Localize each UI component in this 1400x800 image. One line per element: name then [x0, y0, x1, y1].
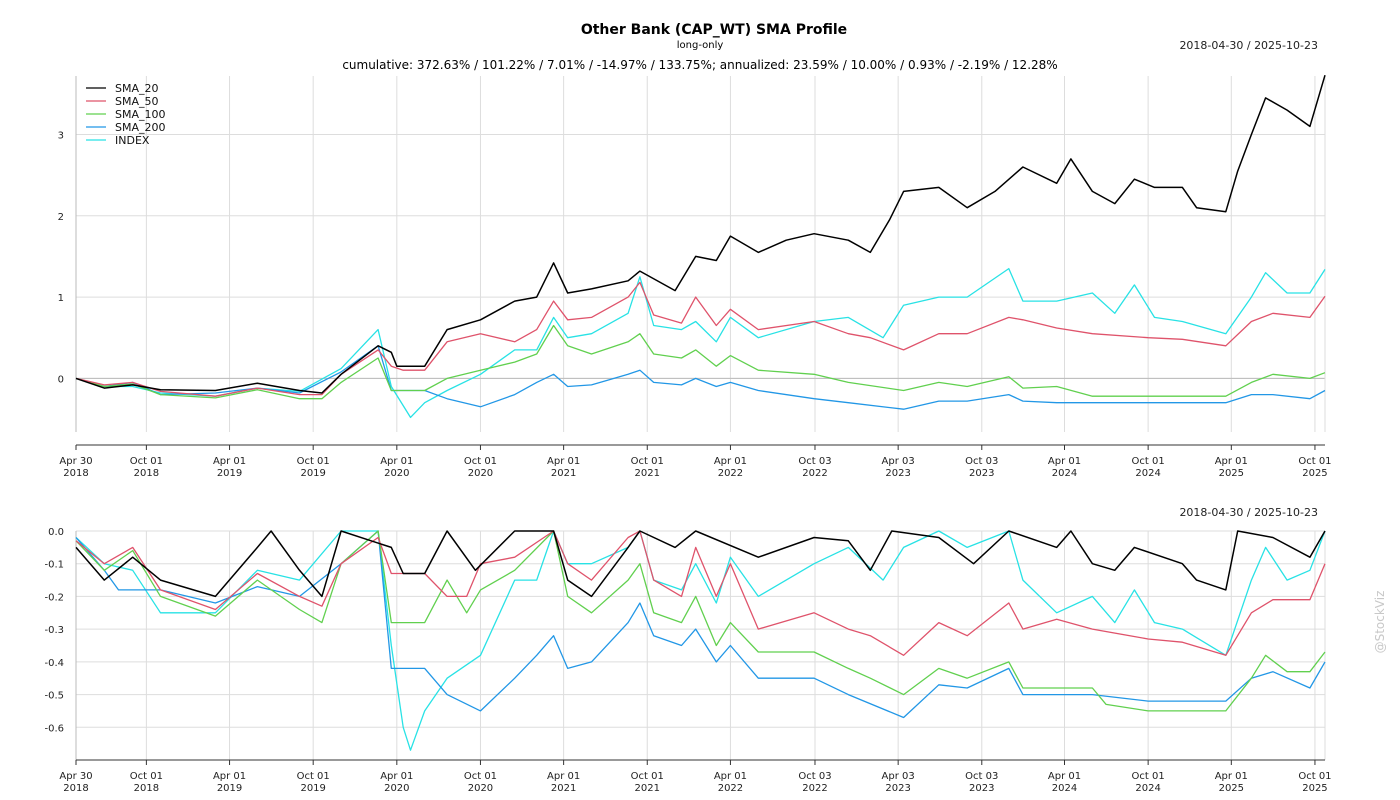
x-tick-label: Oct 01 2021 — [631, 771, 664, 794]
legend-label: SMA_200 — [115, 121, 166, 134]
series-line-sma-50 — [75, 281, 1326, 397]
series-line-index — [75, 530, 1326, 751]
series-line-sma-200 — [75, 345, 1326, 410]
x-tick-label: Apr 01 2020 — [380, 771, 413, 794]
x-tick-label: Oct 01 2024 — [1132, 771, 1165, 794]
x-tick-label: Apr 01 2025 — [1215, 771, 1248, 794]
x-tick-label: Apr 01 2022 — [714, 771, 747, 794]
cumulative-returns-panel: Apr 30 2018 Oct 01 2018 Apr 01 2019 Oct 01 2019… — [58, 74, 1332, 479]
x-tick-label: Apr 03 2023 — [882, 771, 915, 794]
y-tick-label: 3 — [58, 131, 64, 142]
x-tick-label: Oct 01 2024 — [1132, 456, 1165, 479]
x-tick-label: Oct 03 2022 — [798, 456, 831, 479]
y-tick-label: -0.3 — [44, 625, 64, 636]
x-tick-label: Apr 01 2021 — [547, 456, 580, 479]
y-tick-label: 1 — [58, 293, 64, 304]
x-tick-label: Oct 01 2019 — [297, 771, 330, 794]
x-tick-label: Oct 01 2018 — [130, 771, 163, 794]
x-tick-label: Apr 30 2018 — [59, 456, 92, 479]
x-tick-label: Apr 01 2025 — [1215, 456, 1248, 479]
y-tick-label: -0.2 — [44, 592, 64, 603]
watermark: @StockViz — [1373, 591, 1387, 654]
chart-subtitle: long-only — [677, 40, 724, 51]
x-tick-label: Apr 01 2020 — [380, 456, 413, 479]
legend-label: SMA_100 — [115, 108, 166, 121]
chart-title: Other Bank (CAP_WT) SMA Profile — [581, 22, 847, 38]
bottom-date-range: 2018-04-30 / 2025-10-23 — [1179, 506, 1318, 519]
x-tick-label: Oct 01 2025 — [1298, 771, 1331, 794]
x-tick-label: Apr 01 2019 — [213, 771, 246, 794]
y-tick-label: 0 — [58, 374, 64, 385]
x-tick-label: Apr 01 2024 — [1048, 771, 1081, 794]
y-tick-label: -0.6 — [44, 723, 64, 734]
series-line-sma-200 — [75, 530, 1326, 719]
legend-label: SMA_20 — [115, 82, 159, 95]
x-tick-label: Oct 01 2019 — [297, 456, 330, 479]
legend-label: INDEX — [115, 134, 150, 147]
x-tick-label: Apr 01 2021 — [547, 771, 580, 794]
y-tick-label: 0.0 — [48, 527, 64, 538]
y-tick-label: -0.1 — [44, 560, 64, 571]
top-date-range: 2018-04-30 / 2025-10-23 — [1179, 39, 1318, 52]
performance-stats: cumulative: 372.63% / 101.22% / 7.01% / … — [342, 58, 1057, 72]
x-tick-label: Oct 03 2023 — [965, 771, 998, 794]
series-line-sma-50 — [75, 530, 1326, 656]
series-line-index — [75, 267, 1326, 419]
x-tick-label: Apr 01 2022 — [714, 456, 747, 479]
x-tick-label: Apr 01 2024 — [1048, 456, 1081, 479]
legend-label: SMA_50 — [115, 95, 159, 108]
series-line-sma-20 — [75, 74, 1326, 394]
x-tick-label: Oct 01 2018 — [130, 456, 163, 479]
y-tick-label: -0.4 — [44, 658, 64, 669]
series-line-sma-100 — [75, 324, 1326, 400]
y-tick-label: 2 — [58, 212, 64, 223]
series-line-sma-100 — [75, 530, 1326, 712]
x-tick-label: Oct 03 2022 — [798, 771, 831, 794]
x-tick-label: Oct 01 2020 — [464, 456, 497, 479]
x-tick-label: Oct 01 2025 — [1298, 456, 1331, 479]
x-tick-label: Oct 01 2020 — [464, 771, 497, 794]
x-tick-label: Oct 03 2023 — [965, 456, 998, 479]
x-tick-label: Oct 01 2021 — [631, 456, 664, 479]
x-tick-label: Apr 30 2018 — [59, 771, 92, 794]
drawdown-panel: Apr 30 2018 Oct 01 2018 Apr 01 2019 Oct 01 2019… — [44, 527, 1331, 794]
series-line-sma-20 — [75, 530, 1326, 598]
x-tick-label: Apr 03 2023 — [882, 456, 915, 479]
x-tick-label: Apr 01 2019 — [213, 456, 246, 479]
y-tick-label: -0.5 — [44, 691, 64, 702]
